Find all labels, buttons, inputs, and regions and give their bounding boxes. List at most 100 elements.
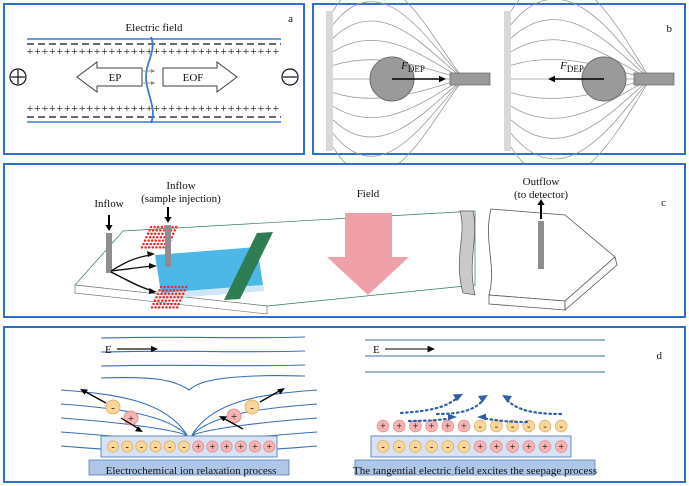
right-field-symbol: E [373,344,380,356]
sample-particle [166,295,169,299]
field-line [510,39,651,80]
sample-particle [164,299,168,302]
panel-b-letter: b [666,23,673,35]
flow-profile-curve [145,36,154,124]
sample-particle [161,239,165,242]
positive-ion [457,419,471,433]
ion-sign: - [430,442,433,453]
field-line [332,78,465,157]
left-tip-electrode [449,72,491,86]
panel-d: E - - - - - - + + + + + + - + + - Electrochemical ion … [3,326,686,483]
ion-sign: - [527,421,530,432]
sample-particle [180,295,183,299]
sample-particle [174,292,178,296]
sample-particle [170,235,173,239]
sample-particle [172,289,176,292]
sample-particle [155,302,159,306]
ion-sign: - [414,442,417,453]
channel-right-side [564,256,618,311]
wall-charge: + [109,44,116,58]
sample-particle [162,246,165,249]
ion-sign: + [128,413,134,425]
free-negative-ion [244,399,260,415]
wall-charge: + [86,44,93,58]
wall-charge: + [235,101,242,115]
ion-arrowhead-3 [219,416,227,422]
inflow-post-1 [106,233,112,273]
sample-particle [171,299,175,302]
sample-particle [157,232,161,236]
sample-particle [171,225,174,229]
sample-particle [177,285,181,289]
sample-particle [174,285,177,289]
right-substrate [354,459,596,476]
field-line [332,20,465,80]
positive-ion [206,440,219,453]
ion-sign: - [495,421,498,432]
wall-charge: + [183,44,190,58]
flow-arrow-1 [110,254,152,272]
sample-particle [174,225,178,229]
positive-ion [441,419,455,433]
sample-particle [181,292,185,296]
positive-ion [249,440,261,453]
sample-particle [169,295,173,299]
ion-sign: + [429,421,435,432]
positive-ion [263,440,276,453]
sample-particle [177,302,180,306]
seepage-arrowhead-4 [477,413,486,421]
wall-charge: + [265,44,272,58]
negative-ion [392,440,406,453]
sample-particle [167,292,171,296]
cathode-symbol [281,68,299,86]
sample-particle [158,295,162,299]
ion-arrow-1 [83,390,107,404]
seepage-arrow-4 [481,416,529,424]
sample-particle [152,235,155,239]
wall-charge: + [64,101,71,115]
wall-charge: + [176,101,183,115]
left-caption: Electrochemical ion relaxation process [106,465,277,477]
wall-charge: + [71,44,78,58]
ion-sign: + [477,442,483,453]
negative-ion [376,440,390,453]
sample-particle [155,295,158,299]
sample-particle [159,285,163,289]
ion-sign: - [381,442,384,453]
left-free-ions: - + + - [105,399,260,426]
sample-particle [175,306,179,309]
wall-charge: + [168,44,175,58]
left-surface-ions: - - - - - - + + + + + + [107,440,276,453]
right-field-lines-d [365,339,605,373]
panel-c: Inflow Inflow (sample injection) Field O… [3,163,686,318]
panel-b: FDEP FDEP b [312,0,686,181]
wall-charge: + [220,44,227,58]
ion-sign: - [111,442,114,453]
field-arrow [327,213,409,295]
field-line [510,19,651,80]
sample-particle [150,232,153,236]
ion-arrowhead-4 [277,388,285,395]
sample-particle [150,239,154,242]
wall-charge: + [198,44,205,58]
wall-charge: + [56,101,63,115]
ion-arrow-2 [120,417,140,430]
ion-sign: + [210,442,216,453]
ion-sign: - [479,421,482,432]
sample-particle [143,239,147,242]
sample-particle [165,306,168,309]
sample-particle [149,225,153,229]
inflow-label-1: Inflow [94,198,123,210]
sample-particle [165,289,168,292]
sample-particle [158,289,161,292]
ep-tick-head-bottom [151,81,155,85]
wall-charge: + [161,101,168,115]
field-line [60,417,188,436]
sample-particle [159,229,162,232]
wall-charge: + [191,44,198,58]
wall-charge: + [123,101,130,115]
band-green [224,232,273,300]
field-line [191,417,318,436]
wall-charge: + [94,44,101,58]
sample-particle [172,306,175,309]
